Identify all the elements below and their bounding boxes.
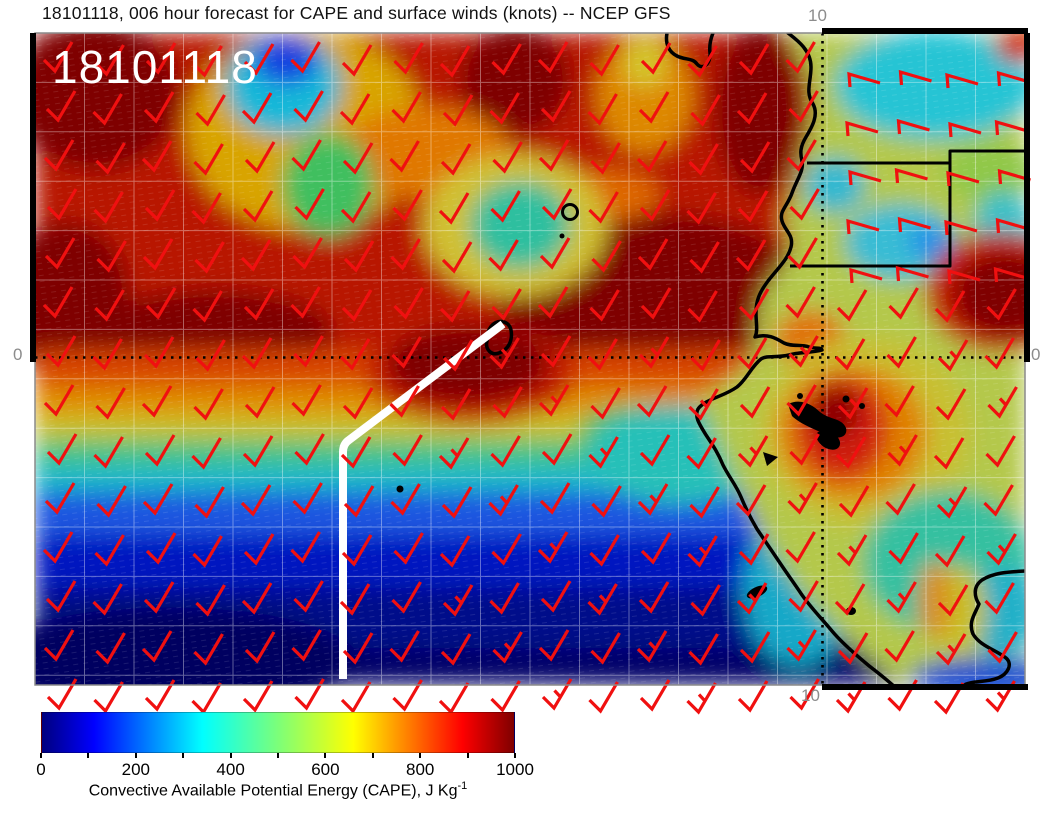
colorbar-tick: [40, 753, 42, 758]
colorbar-gradient: [41, 712, 515, 753]
colorbar-tick: [277, 753, 279, 758]
colorbar-tick-label: 1000: [496, 760, 534, 779]
colorbar-tick: [182, 753, 185, 758]
colorbar-caption-exponent: -1: [457, 780, 468, 792]
graticule: [35, 33, 1025, 685]
colorbar: 0 200 400 600 800 1000 Convective Available P…: [36, 712, 534, 802]
colorbar-tick: [87, 753, 90, 758]
axis-label-lon-top: 10: [808, 6, 827, 25]
axis-label-lat-right: 0: [1031, 345, 1041, 364]
colorbar-tick-label: 200: [121, 760, 150, 779]
colorbar-caption-text: Convective Available Potential Energy (C…: [88, 782, 458, 800]
colorbar-tick-label: 800: [406, 760, 435, 779]
track-line: [339, 320, 506, 679]
colorbar-tick: [371, 753, 374, 758]
colorbar-tick-label: 600: [311, 760, 340, 779]
coastline: [664, 33, 1025, 685]
axis-label-lat-left: 0: [13, 345, 23, 364]
wind-barb-glyphs: [42, 41, 1031, 715]
map-frame: [30, 28, 1030, 690]
colorbar-caption: Convective Available Potential Energy (C…: [41, 780, 515, 800]
axis-label-lon-bottom: 10: [801, 686, 820, 705]
colorbar-tick: [466, 753, 469, 758]
colorbar-tick: [134, 753, 137, 758]
colorbar-tick-label: 400: [216, 760, 245, 779]
country-border: [790, 149, 1025, 268]
colorbar-tick: [229, 753, 232, 758]
contour-stipple-texture: [35, 33, 1025, 685]
colorbar-tick: [324, 753, 327, 758]
colorbar-tick: [419, 753, 422, 758]
figure-title: 18101118, 006 hour forecast for CAPE and…: [42, 3, 671, 23]
colorbar-tick-label: 0: [36, 760, 46, 779]
colorbar-tick: [514, 753, 516, 758]
timestamp-overlay: 18101118: [52, 41, 258, 93]
wind-barbs: [42, 41, 1031, 715]
